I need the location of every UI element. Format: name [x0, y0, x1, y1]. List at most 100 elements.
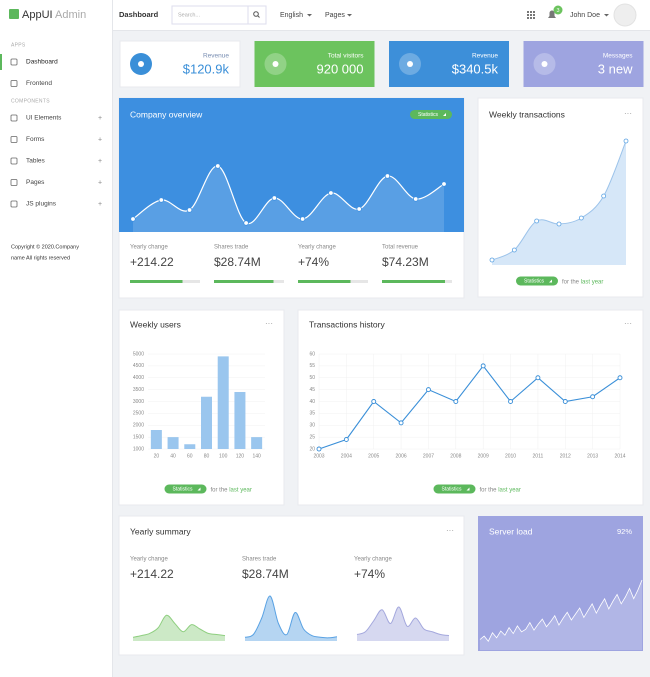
kpi-value: $28.74M: [242, 567, 289, 581]
y-tick-label: 4500: [133, 363, 144, 369]
footer-link[interactable]: last year: [498, 487, 521, 493]
menu-item[interactable]: Dashboard: [26, 59, 58, 66]
x-tick-label: 80: [204, 453, 210, 459]
overview-point: [299, 216, 306, 222]
expand-icon[interactable]: +: [98, 201, 102, 208]
x-tick-label: 60: [187, 453, 193, 459]
apps-grid-icon[interactable]: [527, 11, 535, 19]
menu-icon: [10, 136, 18, 143]
menu-icon: [10, 58, 18, 66]
x-tick-label: 100: [219, 453, 228, 459]
bell-icon[interactable]: [548, 10, 556, 18]
kpi-value: $74.23M: [382, 255, 429, 269]
menu-item[interactable]: UI Elements: [26, 115, 62, 122]
card-menu[interactable]: ···: [446, 526, 454, 535]
logo-suffix[interactable]: Admin: [55, 9, 86, 21]
y-tick-label: 30: [309, 423, 315, 429]
badge[interactable]: [516, 276, 558, 286]
sparkline: [356, 606, 450, 637]
sparkline: [244, 595, 338, 639]
copyright: Copyright © 2020.Company: [11, 243, 79, 250]
x-tick-label: 2012: [560, 453, 571, 459]
menu-item[interactable]: Tables: [26, 158, 46, 165]
y-tick-label: 45: [309, 387, 315, 393]
expand-icon[interactable]: +: [98, 136, 102, 143]
badge[interactable]: [164, 484, 207, 494]
stat-label: Messages: [603, 53, 633, 60]
expand-icon[interactable]: +: [98, 115, 102, 122]
stat-icon-glyph: [138, 61, 144, 67]
server-card: [478, 516, 643, 651]
y-tick-label: 50: [309, 375, 315, 381]
avatar[interactable]: [613, 3, 637, 27]
kpi-value: $28.74M: [214, 255, 261, 269]
stat-icon-glyph: [541, 61, 548, 67]
section-title: COMPONENTS: [11, 98, 50, 104]
x-tick-label: 2003: [313, 453, 324, 459]
kpi-label: Shares trade: [214, 245, 249, 251]
expand-icon[interactable]: +: [98, 158, 102, 165]
stat-value: 920 000: [317, 61, 364, 76]
line-point: [508, 399, 513, 404]
y-tick-label: 2500: [133, 411, 144, 417]
y-tick-label: 25: [309, 434, 315, 440]
badge[interactable]: [410, 110, 452, 119]
bar: [167, 437, 179, 449]
x-tick-label: 2013: [587, 453, 598, 459]
bar: [150, 430, 162, 449]
line-point: [398, 420, 404, 426]
search-button[interactable]: [247, 5, 267, 25]
line-point: [535, 375, 541, 381]
copyright: name All rights reserved: [11, 255, 70, 261]
menu-item[interactable]: Frontend: [26, 80, 52, 87]
overview-point: [243, 220, 249, 226]
menu-item[interactable]: Pages: [26, 179, 45, 186]
card-menu[interactable]: ···: [624, 109, 632, 118]
line-point: [371, 399, 377, 404]
overview-point: [413, 196, 419, 202]
y-tick-label: 5000: [133, 351, 144, 357]
y-tick-label: 20: [309, 446, 315, 452]
menu-icon: [10, 179, 18, 186]
card-title: Weekly users: [130, 319, 181, 329]
card-menu[interactable]: ···: [265, 319, 273, 328]
badge[interactable]: [433, 484, 476, 494]
footer-link[interactable]: last year: [581, 279, 604, 285]
progress-bar: [298, 280, 351, 283]
user-menu[interactable]: John Doe: [570, 12, 600, 19]
sparkline: [132, 614, 226, 638]
overview-point: [356, 206, 362, 212]
logo[interactable]: AppUI Admin: [22, 9, 86, 21]
kpi-label: Yearly change: [130, 557, 168, 563]
bar: [251, 437, 263, 449]
y-tick-label: 35: [309, 411, 315, 417]
kpi-label: Yearly change: [354, 557, 392, 563]
expand-icon[interactable]: +: [98, 179, 102, 186]
caret: [347, 14, 352, 17]
footer-link[interactable]: last year: [229, 487, 252, 493]
badge-label[interactable]: Statistics: [173, 487, 194, 493]
stat-value: 3 new: [598, 61, 633, 76]
menu-icon: [10, 80, 18, 87]
badge-label[interactable]: Statistics: [418, 112, 439, 118]
notification-badge: [553, 5, 563, 15]
card-menu[interactable]: ···: [624, 319, 632, 328]
badge-label[interactable]: Statistics: [442, 487, 463, 493]
transactions-point: [489, 257, 495, 263]
card-title: Weekly transactions: [489, 109, 565, 119]
logo-name[interactable]: AppUI: [22, 9, 53, 21]
pages-menu[interactable]: Pages: [325, 12, 345, 19]
menu-item[interactable]: Forms: [26, 136, 45, 143]
x-tick-label: 2009: [478, 453, 489, 459]
badge-icon: [466, 487, 470, 491]
menu-icon: [10, 200, 18, 208]
transactions-point: [623, 138, 629, 144]
x-tick-label: 2004: [341, 453, 352, 459]
badge-label[interactable]: Statistics: [524, 279, 545, 285]
language-menu[interactable]: English: [280, 12, 303, 19]
card-title: Server load: [489, 526, 533, 536]
transactions-point: [601, 193, 607, 199]
menu-item[interactable]: JS plugins: [26, 201, 57, 208]
